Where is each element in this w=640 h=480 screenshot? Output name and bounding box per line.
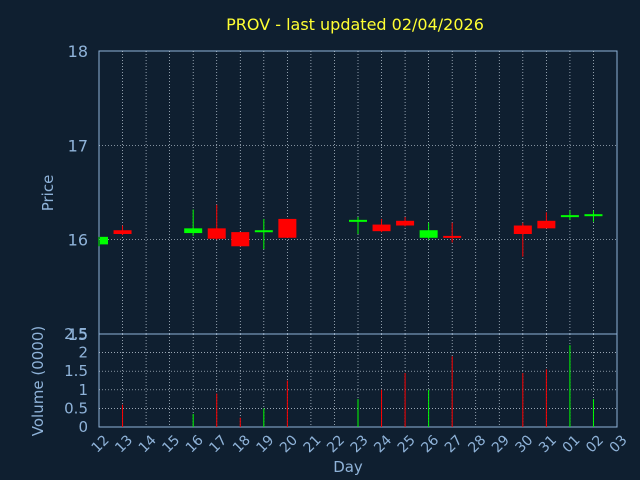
volume-tick-label: 1	[78, 381, 88, 399]
x-tick-label: 26	[418, 432, 442, 456]
x-tick-label: 24	[371, 432, 395, 456]
volume-panel: 12 13 14 15 16 17 18 19 20 21 22 23 24 25 26 27 28 29 30 31…	[64, 325, 630, 456]
price-axis-label: Price	[39, 175, 57, 212]
x-tick-label: 12	[89, 432, 113, 456]
candle-body	[278, 218, 297, 238]
candle-body	[584, 214, 603, 217]
x-tick-label: 03	[607, 432, 631, 456]
x-tick-label: 02	[583, 432, 607, 456]
volume-tick-label: 2.5	[64, 325, 88, 343]
candle-body	[560, 215, 579, 218]
candle-body	[349, 219, 367, 222]
volume-axis-label: Volume (0000)	[29, 326, 47, 436]
x-tick-label: 21	[301, 432, 325, 456]
x-tick-label: 25	[395, 432, 419, 456]
chart-title: PROV - last updated 02/04/2026	[226, 15, 484, 34]
price-panel: 15 16 17 18	[68, 42, 618, 344]
x-tick-label: 17	[206, 432, 230, 456]
candle-body	[537, 220, 556, 229]
x-tick-label: 15	[159, 432, 183, 456]
x-tick-label: 19	[254, 432, 278, 456]
x-tick-label: 29	[489, 432, 513, 456]
candle-body	[113, 230, 132, 235]
volume-tick-label: 1.5	[64, 362, 88, 380]
candle-body	[184, 228, 203, 234]
candle-body	[419, 230, 438, 238]
candle-body	[372, 224, 391, 232]
x-tick-label: 01	[560, 432, 584, 456]
x-tick-label: 22	[324, 432, 348, 456]
x-tick-label: 23	[348, 432, 372, 456]
x-tick-label: 31	[536, 432, 560, 456]
x-tick-label: 27	[442, 432, 466, 456]
price-tick-label: 15	[68, 325, 88, 344]
x-axis-label: Day	[333, 458, 363, 476]
x-tick-label: 20	[277, 432, 301, 456]
candle-body	[513, 225, 532, 235]
price-tick-label: 17	[68, 136, 88, 155]
price-tick-label: 18	[68, 42, 88, 61]
candle-body	[207, 228, 226, 239]
x-tick-label: 14	[136, 432, 160, 456]
candle-body	[396, 220, 415, 226]
x-tick-label: 28	[465, 432, 489, 456]
x-tick-label: 18	[230, 432, 254, 456]
x-tick-label: 16	[183, 432, 207, 456]
price-tick-label: 16	[68, 231, 88, 250]
volume-tick-label: 0	[78, 418, 88, 436]
volume-tick-label: 0.5	[64, 399, 88, 417]
candle-body	[231, 232, 250, 247]
candle-body	[100, 236, 108, 245]
candle-body	[254, 230, 273, 233]
x-tick-label: 13	[112, 432, 136, 456]
x-tick-label: 30	[513, 432, 537, 456]
candle-body	[443, 235, 462, 238]
volume-tick-label: 2	[78, 344, 88, 362]
